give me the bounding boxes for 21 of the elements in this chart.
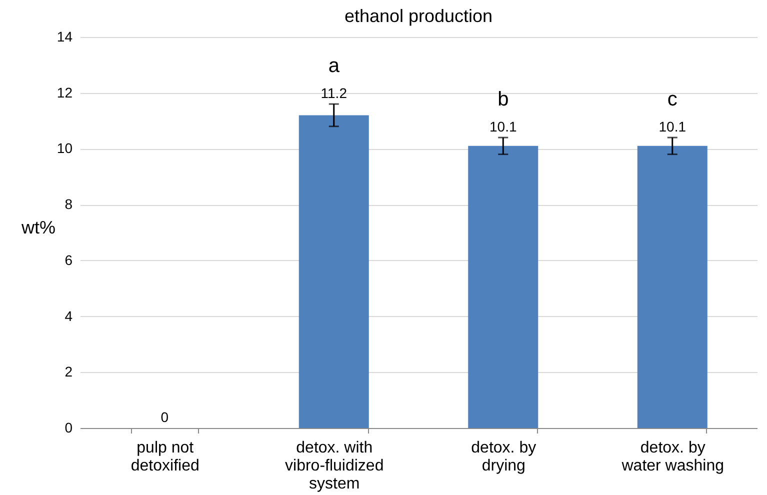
data-label: 10.1 (490, 118, 517, 135)
y-axis-title: wt% (20, 218, 56, 238)
x-tick-label: detox. by water washing (620, 440, 724, 474)
annotation: b (498, 88, 509, 111)
y-tick-label: 8 (64, 196, 73, 212)
annotation: c (667, 88, 678, 111)
x-tick-label: pulp not detoxified (130, 440, 200, 474)
y-tick-label: 12 (56, 84, 73, 100)
y-tick-label: 10 (56, 140, 73, 156)
data-label: 10.1 (658, 118, 686, 135)
y-tick-label: 0 (64, 420, 73, 436)
x-tick-label: detox. by drying (471, 440, 536, 474)
y-tick-label: 4 (64, 308, 73, 324)
data-label: 0 (160, 409, 169, 425)
y-tick-label: 14 (56, 28, 73, 44)
data-label: 11.2 (320, 85, 348, 102)
x-tick-label: detox. with vibro-fluidized system (285, 440, 384, 492)
chart-title: ethanol production (344, 6, 493, 26)
y-tick-label: 2 (64, 364, 73, 380)
y-tick-label: 6 (64, 252, 73, 268)
annotation: a (328, 55, 340, 78)
